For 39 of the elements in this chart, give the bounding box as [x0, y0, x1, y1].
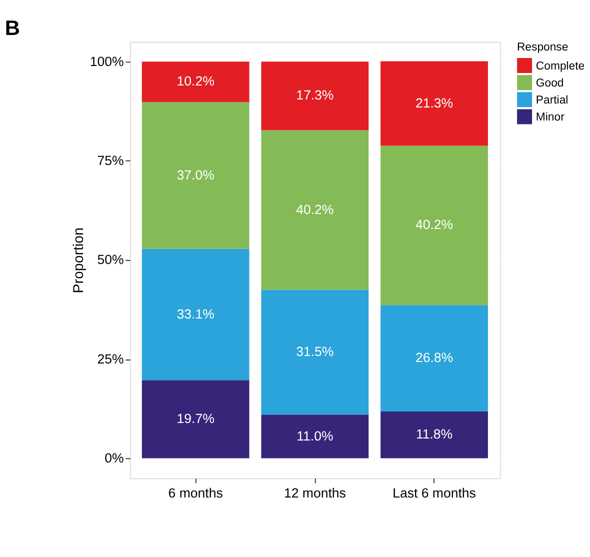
chart-title: B: [4, 17, 20, 40]
text: 37.0%: [176, 167, 214, 182]
y-tick-label: 75%: [97, 153, 124, 168]
text: 33.1%: [176, 306, 214, 322]
x-tick-label: Last 6 months: [392, 486, 476, 501]
text: 26.8%: [415, 350, 454, 366]
text: 11.8%: [416, 426, 453, 442]
bar: [380, 411, 488, 458]
bar: [261, 290, 369, 415]
bar: [380, 146, 488, 306]
legend-label: Complete: [536, 60, 585, 72]
bar: [261, 414, 369, 458]
bar: [261, 130, 369, 290]
text: 17.3%: [296, 88, 334, 103]
bar: [380, 305, 488, 412]
text: 10.2%: [176, 74, 214, 89]
bar: [261, 62, 369, 130]
bar: [142, 248, 250, 380]
y-tick-label: 0%: [104, 450, 124, 466]
legend-label: Good: [536, 77, 564, 90]
bar: [142, 62, 250, 102]
x-tick-label: 6 months: [168, 486, 224, 501]
y-tick-label: 25%: [97, 351, 124, 366]
text: 31.5%: [296, 344, 334, 359]
y-axis-title: Proportion: [71, 228, 88, 294]
legend-label: Minor: [536, 112, 565, 124]
bar: [380, 61, 488, 146]
y-tick-label: 100%: [90, 54, 124, 69]
text: 21.3%: [415, 95, 454, 110]
bar: [142, 380, 250, 458]
legend-title: Response: [516, 41, 568, 54]
legend-label: Partial: [536, 94, 568, 106]
text: 11.0%: [296, 428, 334, 444]
bar: [142, 102, 250, 249]
y-tick-label: 50%: [97, 252, 124, 268]
text: 40.2%: [415, 217, 454, 232]
x-tick-label: 12 months: [284, 486, 346, 501]
text: 19.7%: [176, 411, 214, 426]
text: 40.2%: [296, 202, 334, 217]
